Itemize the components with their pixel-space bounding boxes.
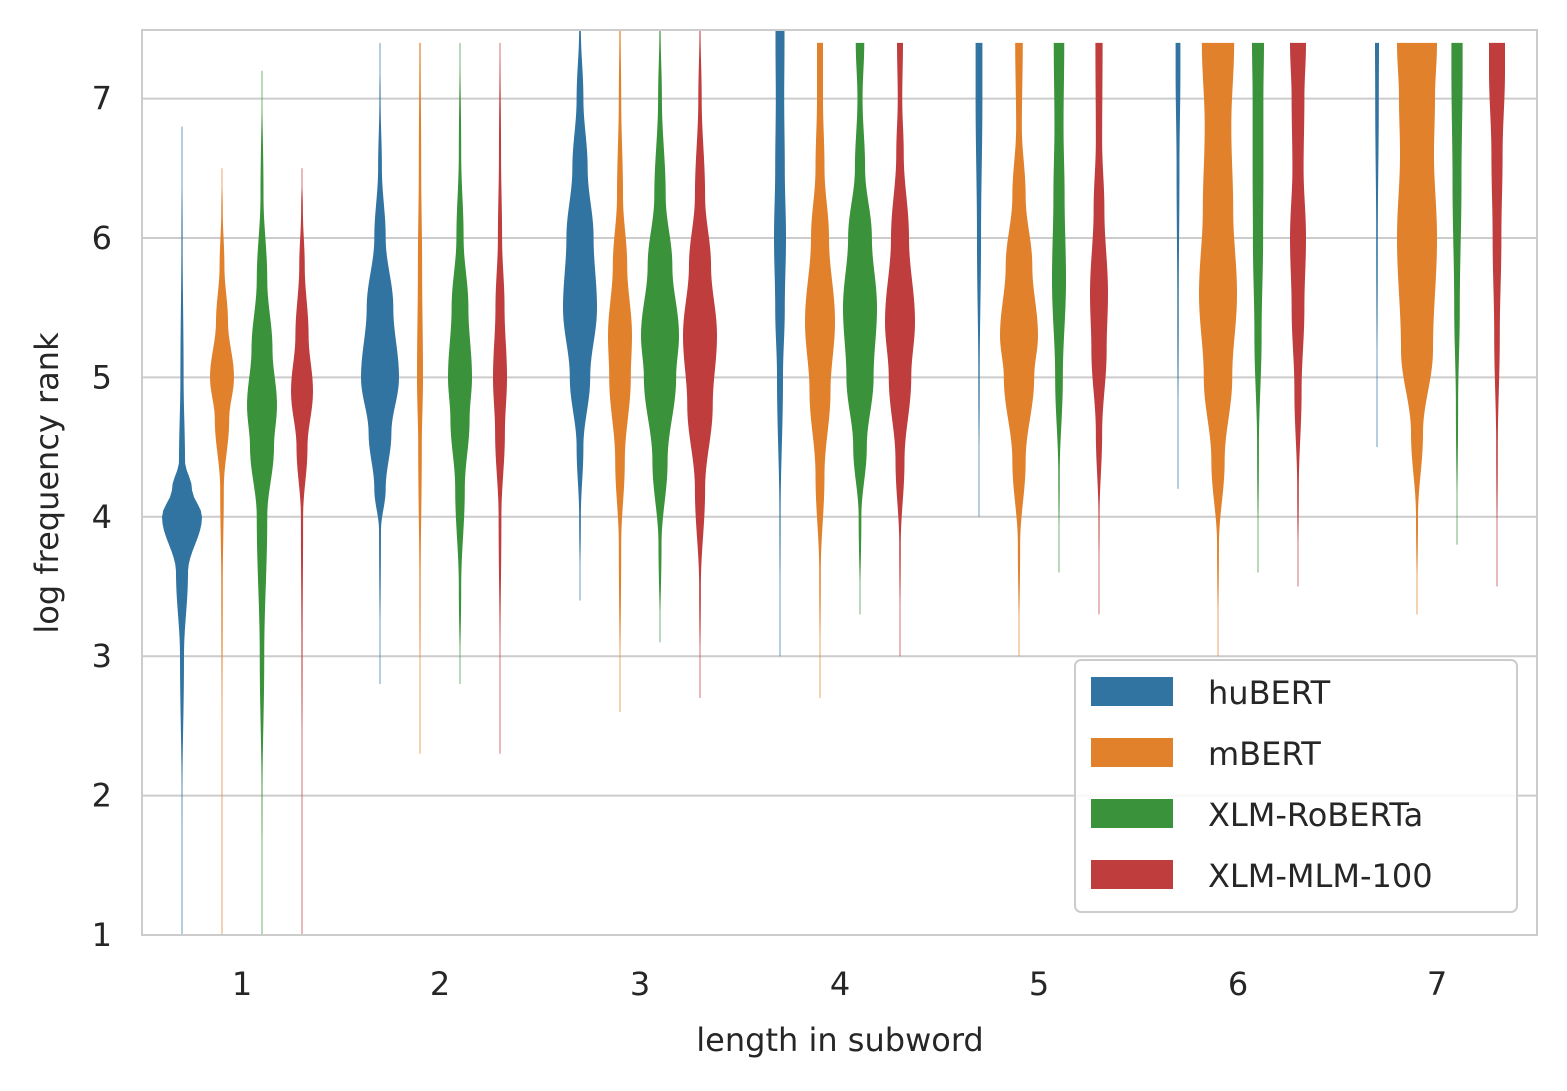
violin-hubert-2 [361,42,399,685]
violin-hubert-3 [563,30,597,601]
violin-mbert-1 [210,168,234,936]
y-axis-ticks: 1 2 3 4 5 6 7 [92,80,112,954]
plot-area [162,30,1505,936]
legend-swatch [1091,677,1173,706]
legend-label: huBERT [1208,674,1331,712]
x-tick-label: 4 [830,965,850,1003]
violin-xlm-roberta-6 [1252,42,1264,573]
violin-xlm-roberta-2 [448,42,472,685]
violin-xlm-mlm-100-5 [1090,42,1108,615]
violin-hubert-4 [774,30,786,657]
legend-label: XLM-RoBERTa [1208,796,1423,834]
violin-mbert-6 [1199,42,1237,657]
y-tick-label: 7 [92,80,112,118]
violin-hubert-5 [975,42,983,517]
violin-xlm-mlm-100-7 [1489,42,1505,587]
violin-xlm-mlm-100-2 [493,42,507,754]
y-tick-label: 5 [92,358,112,396]
legend: huBERT mBERT XLM-RoBERTa XLM-MLM-100 [1074,659,1518,913]
violin-xlm-roberta-1 [247,70,277,936]
violin-xlm-roberta-7 [1451,42,1463,545]
violin-xlm-roberta-3 [641,30,679,643]
violin-xlm-roberta-5 [1052,42,1066,573]
violin-xlm-roberta-4 [843,42,877,615]
legend-box [1074,659,1518,913]
violin-mbert-2 [417,42,423,754]
legend-swatch [1091,799,1173,828]
legend-label: mBERT [1208,735,1321,773]
violin-xlm-mlm-100-1 [291,168,313,936]
x-tick-label: 2 [430,965,450,1003]
legend-swatch [1091,860,1173,889]
axes-frame [141,29,1538,936]
x-tick-label: 6 [1228,965,1248,1003]
violin-mbert-4 [805,42,835,699]
x-tick-label: 3 [630,965,650,1003]
violin-xlm-mlm-100-6 [1290,42,1306,587]
violin-mbert-3 [608,30,632,712]
y-axis-label: log frequency rank [28,332,66,634]
violin-xlm-mlm-100-3 [683,30,717,699]
y-tick-label: 1 [92,916,112,954]
violin-hubert-1 [162,126,202,936]
violin-hubert-6 [1175,42,1181,489]
x-tick-label: 5 [1029,965,1049,1003]
y-tick-label: 6 [92,219,112,257]
violin-xlm-mlm-100-4 [885,42,915,657]
violin-mbert-7 [1397,42,1437,615]
violin-mbert-5 [1000,42,1038,657]
legend-swatch [1091,738,1173,767]
x-axis-label: length in subword [696,1021,983,1059]
y-tick-label: 2 [92,777,112,815]
x-tick-label: 1 [232,965,252,1003]
x-axis-ticks: 1 2 3 4 5 6 7 [232,965,1447,1003]
y-tick-label: 3 [92,637,112,675]
x-tick-label: 7 [1427,965,1447,1003]
violin-hubert-7 [1375,42,1379,448]
legend-label: XLM-MLM-100 [1208,857,1433,895]
y-tick-label: 4 [92,498,112,536]
